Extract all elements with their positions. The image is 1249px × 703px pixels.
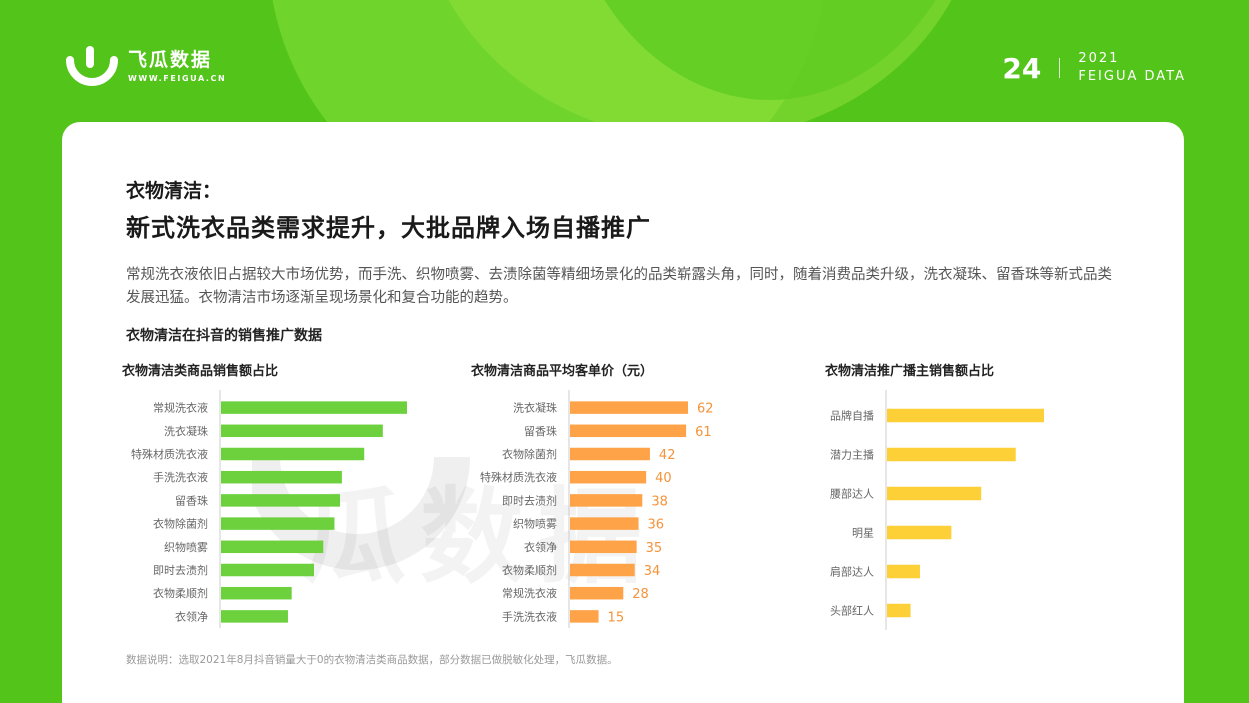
sales-share-chart: 衣物清洁类商品销售额占比 常规洗衣液洗衣凝珠特殊材质洗衣液手洗洗衣液留香珠衣物除… (122, 360, 422, 630)
bar (887, 603, 911, 618)
data-note: 数据说明：选取2021年8月抖音销量大于0的衣物清洁类商品数据，部分数据已做脱敏… (126, 654, 618, 666)
category-label: 衣物柔顺剂 (153, 586, 208, 600)
category-label: 明星 (852, 527, 874, 540)
category-label: 衣领净 (524, 540, 557, 554)
report-year: 2021 (1078, 51, 1120, 66)
feigua-logo-icon (66, 46, 118, 86)
category-label: 织物喷雾 (513, 517, 557, 531)
bar (221, 470, 342, 484)
category-label: 腰部达人 (830, 487, 874, 501)
value-label: 40 (655, 471, 672, 486)
bar (570, 540, 637, 554)
value-label: 15 (608, 610, 625, 625)
category-label: 衣物柔顺剂 (502, 563, 557, 577)
category-label: 肩部达人 (830, 565, 874, 579)
category-label: 特殊材质洗衣液 (131, 447, 208, 461)
bar (221, 401, 407, 414)
chart-title: 衣物清洁商品平均客单价（元） (471, 364, 654, 379)
report-name: FEIGUA DATA (1078, 69, 1186, 84)
value-label: 42 (659, 448, 676, 463)
bar (221, 424, 383, 438)
brand-logo[interactable]: 飞瓜数据 WWW.FEIGUA.CN (66, 46, 226, 86)
category-label: 品牌自播 (830, 409, 874, 423)
category-label: 潜力主播 (830, 448, 874, 462)
category-label: 即时去渍剂 (153, 563, 208, 577)
description: 常规洗衣液依旧占据较大市场优势，而手洗、织物喷雾、去渍除菌等精细场景化的品类崭露… (126, 267, 1112, 306)
value-label: 61 (695, 425, 712, 440)
section-title: 衣物清洁在抖音的销售推广数据 (126, 328, 322, 344)
bar (570, 401, 688, 414)
category-label: 手洗洗衣液 (502, 609, 557, 623)
bar (570, 563, 635, 577)
category-label: 特殊材质洗衣液 (480, 470, 557, 484)
category-label: 留香珠 (175, 493, 208, 507)
bar (570, 610, 599, 623)
page-info: 24 2021 FEIGUA DATA (1002, 50, 1186, 86)
page-number: 24 (1002, 51, 1042, 85)
chart-title: 衣物清洁类商品销售额占比 (122, 364, 279, 379)
bar (887, 486, 982, 501)
bar (887, 408, 1044, 423)
bar (221, 447, 365, 461)
bar (221, 494, 341, 507)
brand-url: WWW.FEIGUA.CN (128, 74, 227, 83)
bar (570, 447, 650, 461)
chart-title: 衣物清洁推广播主销售额占比 (825, 364, 995, 379)
category-label: 衣领净 (175, 609, 208, 623)
category-label: 衣物除菌剂 (502, 447, 557, 461)
value-label: 35 (646, 541, 663, 556)
bar (570, 586, 624, 600)
bar (887, 525, 952, 540)
bar (570, 517, 639, 530)
bar (570, 494, 643, 507)
value-label: 36 (648, 518, 665, 533)
bar (887, 564, 920, 579)
bar (221, 563, 314, 577)
bar (221, 517, 335, 530)
page-subtitle: 衣物清洁： (126, 180, 222, 202)
category-label: 衣物除菌剂 (153, 517, 208, 531)
value-label: 34 (644, 564, 661, 579)
value-label: 28 (632, 587, 649, 602)
category-label: 洗衣凝珠 (513, 401, 557, 415)
content-card: 瓜数据 衣物清洁： 新式洗衣品类需求提升，大批品牌入场自播推广 常规洗衣液依旧占… (62, 122, 1184, 703)
chart-svg: 常规洗衣液洗衣凝珠特殊材质洗衣液手洗洗衣液留香珠衣物除菌剂织物喷雾即时去渍剂衣物… (131, 390, 407, 628)
value-label: 62 (697, 402, 714, 417)
divider (1059, 58, 1061, 78)
category-label: 常规洗衣液 (153, 401, 208, 415)
category-label: 常规洗衣液 (502, 586, 557, 600)
bar (221, 540, 324, 554)
bar (221, 610, 288, 623)
category-label: 即时去渍剂 (502, 493, 557, 507)
brand-name: 飞瓜数据 (128, 49, 213, 71)
value-label: 38 (651, 494, 668, 509)
bar (570, 424, 687, 438)
page-title: 新式洗衣品类需求提升，大批品牌入场自播推广 (126, 214, 651, 242)
streamer-share-chart: 衣物清洁推广播主销售额占比 品牌自播潜力主播腰部达人明星肩部达人头部红人 (825, 360, 1125, 630)
category-label: 手洗洗衣液 (153, 470, 208, 484)
category-label: 洗衣凝珠 (164, 424, 208, 438)
bar (570, 470, 647, 484)
category-label: 织物喷雾 (164, 540, 208, 554)
chart-svg: 洗衣凝珠 62 留香珠 61 衣物除菌剂 42 特殊材质洗衣液 40 即时去渍剂 38 织物喷雾 36… (480, 390, 714, 628)
bar (887, 447, 1016, 462)
avg-price-chart: 衣物清洁商品平均客单价（元） 洗衣凝珠 62 留香珠 61 衣物除菌剂 42 特殊材质洗衣液… (471, 360, 771, 630)
category-label: 留香珠 (524, 424, 557, 438)
bar (221, 586, 292, 600)
category-label: 头部红人 (830, 604, 874, 618)
